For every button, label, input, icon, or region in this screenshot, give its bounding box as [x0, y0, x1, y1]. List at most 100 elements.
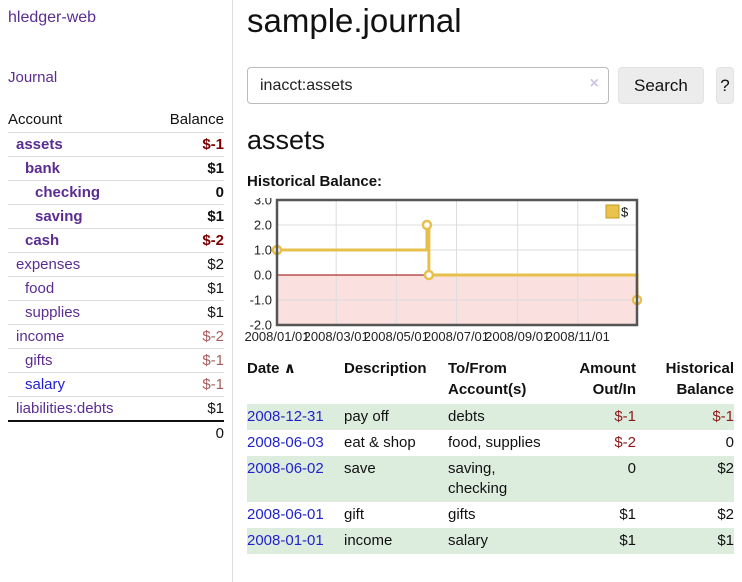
svg-text:2008/03/01: 2008/03/01 — [304, 329, 369, 344]
transaction-balance: $1 — [717, 532, 734, 549]
transaction-accounts: debts — [448, 408, 485, 425]
register-row: 2008-12-31 pay off debts $-1 $-1 — [247, 404, 734, 430]
svg-text:2008/09/01: 2008/09/01 — [485, 329, 550, 344]
account-link-food[interactable]: food — [25, 280, 55, 297]
account-link-saving[interactable]: saving — [35, 208, 83, 225]
main-content: sample.journal × Search ? assets Histori… — [233, 0, 742, 582]
transaction-description: pay off — [344, 408, 389, 425]
account-balance: $1 — [150, 300, 224, 325]
account-row: expenses $2 — [8, 252, 224, 277]
account-link-salary[interactable]: salary — [25, 376, 66, 393]
transaction-description: income — [344, 532, 393, 549]
register-header-row: Date ∧ Description To/From Account(s) Am… — [247, 356, 734, 404]
account-balance: $1 — [150, 156, 224, 181]
account-balance: $-1 — [150, 348, 224, 373]
transaction-date-link[interactable]: 2008-12-31 — [247, 408, 324, 425]
svg-text:1.0: 1.0 — [254, 243, 272, 258]
account-row: food $1 — [8, 276, 224, 301]
account-balance: $1 — [150, 276, 224, 301]
account-balance: 0 — [150, 180, 224, 205]
account-link-liabilities-debts[interactable]: liabilities:debts — [16, 400, 114, 417]
account-link-expenses[interactable]: expenses — [16, 256, 81, 273]
account-balance: $-1 — [150, 132, 224, 157]
chart-title: Historical Balance: — [247, 173, 383, 190]
transaction-description: gift — [344, 506, 365, 523]
transaction-amount: $-2 — [614, 434, 636, 451]
register-table: Date ∧ Description To/From Account(s) Am… — [247, 356, 734, 554]
register-row: 2008-06-02 save saving, checking 0 $2 — [247, 456, 734, 502]
account-row: salary $-1 — [8, 372, 224, 397]
transaction-date-link[interactable]: 2008-06-03 — [247, 434, 324, 451]
account-row: assets $-1 — [8, 132, 224, 157]
transaction-date-link[interactable]: 2008-01-01 — [247, 532, 324, 549]
account-link-bank[interactable]: bank — [25, 160, 61, 177]
account-link-income[interactable]: income — [16, 328, 65, 345]
transaction-balance: $-1 — [712, 408, 734, 425]
transaction-date-link[interactable]: 2008-06-02 — [247, 460, 324, 477]
svg-text:-1.0: -1.0 — [250, 293, 272, 308]
account-row: bank $1 — [8, 156, 224, 181]
account-link-supplies[interactable]: supplies — [25, 304, 81, 321]
transaction-date-link[interactable]: 2008-06-01 — [247, 506, 324, 523]
svg-text:$: $ — [621, 205, 629, 220]
help-button[interactable]: ? — [715, 67, 734, 104]
account-balance: $2 — [150, 252, 224, 277]
svg-text:2008/11/01: 2008/11/01 — [546, 329, 610, 344]
search-input[interactable] — [247, 67, 609, 104]
account-balance: $-2 — [150, 228, 224, 253]
register-header-date[interactable]: Date ∧ — [247, 360, 296, 377]
account-balance: $-2 — [150, 324, 224, 349]
account-row: checking 0 — [8, 180, 224, 205]
accounts-total-row: 0 — [8, 420, 224, 445]
register-row: 2008-06-03 eat & shop food, supplies $-2… — [247, 430, 734, 456]
transaction-amount: 0 — [627, 460, 636, 477]
account-row: liabilities:debts $1 — [8, 396, 224, 422]
transaction-accounts: saving, checking — [448, 460, 508, 497]
transaction-amount: $1 — [619, 532, 636, 549]
account-link-assets[interactable]: assets — [16, 136, 63, 153]
accounts-table: Account Balance assets $-1 bank $1 check… — [8, 108, 224, 445]
transaction-amount: $-1 — [614, 408, 636, 425]
accounts-total-balance: 0 — [150, 420, 224, 445]
register-row: 2008-01-01 income salary $1 $1 — [247, 528, 734, 554]
sidebar-item-journal[interactable]: Journal — [8, 69, 58, 86]
account-row: cash $-2 — [8, 228, 224, 253]
sidebar: hledger-web Journal Account Balance asse… — [0, 0, 233, 582]
account-row: income $-2 — [8, 324, 224, 349]
accounts-header-account: Account — [8, 108, 151, 133]
svg-text:2008/07/01: 2008/07/01 — [424, 329, 489, 344]
register-header-balance: Historical Balance — [665, 360, 734, 398]
register-header-accounts: To/From Account(s) — [448, 360, 527, 398]
transaction-balance: 0 — [725, 434, 734, 451]
account-balance: $1 — [150, 396, 224, 422]
register-row: 2008-06-01 gift gifts $1 $2 — [247, 502, 734, 528]
transaction-description: eat & shop — [344, 434, 416, 451]
svg-text:0.0: 0.0 — [254, 268, 272, 283]
account-row: saving $1 — [8, 204, 224, 229]
account-row: supplies $1 — [8, 300, 224, 325]
clear-search-icon[interactable]: × — [589, 75, 599, 92]
page-title: sample.journal — [247, 2, 462, 39]
svg-text:2008/01/01: 2008/01/01 — [244, 329, 309, 344]
transaction-description: save — [344, 460, 376, 477]
account-balance: $1 — [150, 204, 224, 229]
register-header-amount: Amount Out/In — [579, 360, 636, 398]
svg-text:-2.0: -2.0 — [250, 318, 272, 333]
search-bar: × Search ? — [247, 67, 734, 104]
sort-ascending-icon: ∧ — [283, 360, 296, 377]
transaction-accounts: gifts — [448, 506, 476, 523]
accounts-header-balance: Balance — [150, 108, 224, 133]
transaction-accounts: salary — [448, 532, 489, 549]
transaction-accounts: food, supplies — [448, 434, 541, 451]
register-header-description: Description — [344, 360, 427, 377]
svg-text:3.0: 3.0 — [254, 198, 272, 208]
account-link-checking[interactable]: checking — [35, 184, 101, 201]
account-link-gifts[interactable]: gifts — [25, 352, 53, 369]
svg-text:2.0: 2.0 — [254, 218, 272, 233]
brand-link[interactable]: hledger-web — [8, 9, 97, 26]
transaction-amount: $1 — [619, 506, 636, 523]
transaction-balance: $2 — [717, 506, 734, 523]
search-button[interactable]: Search — [618, 67, 704, 104]
account-link-cash[interactable]: cash — [25, 232, 60, 249]
account-balance: $-1 — [150, 372, 224, 397]
